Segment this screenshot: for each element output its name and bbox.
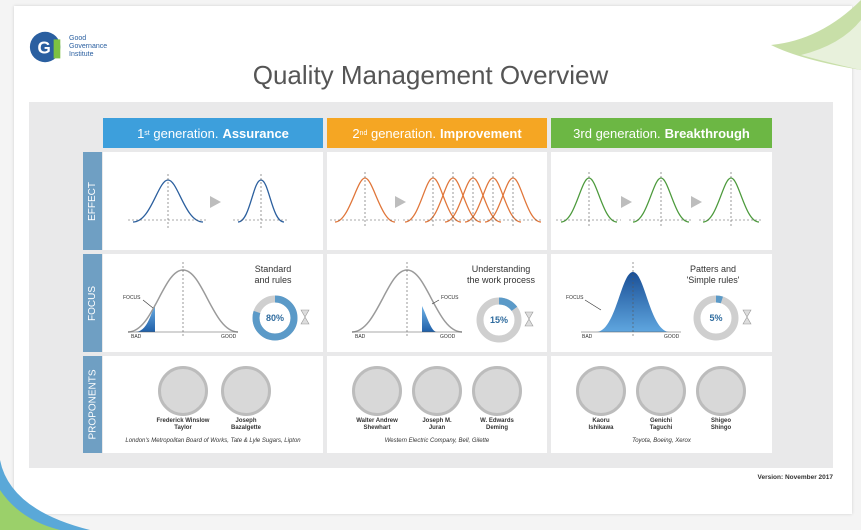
axis-focus-label: FOCUS [441,295,459,301]
person-name: Shigeo Shingo [710,418,732,431]
arrow-icon [210,196,221,208]
logo-icon: G [29,31,61,63]
header-text: generation. [595,125,661,141]
proponents-cell: Kaoru Ishikawa Genichi Taguchi Shigeo Shing… [551,356,772,453]
focus-diagram: FOCUS BAD GOOD 80% [123,262,310,341]
axis-good-label: GOOD [440,334,456,340]
person-card: Frederick Winslow Taylor [143,366,223,432]
arrow-icon [691,196,702,208]
portrait-image [221,366,271,416]
focus-description: Standard and rules [254,264,292,285]
hourglass-icon [524,311,534,327]
person-card: Kaoru Ishikawa [561,366,641,432]
axis-focus-label: FOCUS [123,295,141,301]
corner-decoration [771,0,861,70]
portrait-image [158,366,208,416]
person-name: Frederick Winslow Taylor [156,418,210,431]
axis-bad-label: BAD [355,334,366,340]
header-bold: Breakthrough [664,125,750,141]
person-card: Shigeo Shingo [681,366,761,432]
person-card: Walter Andrew Shewhart [337,366,417,432]
axis-good-label: GOOD [664,334,680,340]
header-suffix: nd [359,129,368,137]
gauge-value: 80% [266,313,284,323]
header-num: 2 [352,125,360,141]
header-bold: Assurance [222,125,289,141]
header-text: generation. [153,125,219,141]
header-text: generation. [370,125,437,141]
person-name: Joseph M. Juran [422,418,452,431]
axis-focus-label: FOCUS [566,295,584,301]
person-name: Joseph Bazalgette [230,418,261,431]
portrait-image [696,366,746,416]
hourglass-icon [742,309,752,325]
logo-text: Governance [69,43,108,50]
proponents-cell: Frederick Winslow Taylor Joseph Bazalgette… [103,356,323,453]
row-label-proponents: PROPONENTS [83,356,102,453]
person-name: Genichi Taguchi [649,418,673,431]
person-name: W. Edwards Deming [480,418,514,431]
portrait-image [636,366,686,416]
effect-diagram [556,172,763,228]
header-bold: Improvement [440,125,522,141]
axis-bad-label: BAD [582,334,593,340]
person-name: Walter Andrew Shewhart [356,418,398,431]
person-card: Joseph Bazalgette [206,366,286,432]
effect-cell [551,152,772,250]
organizations: Toyota, Boeing, Xerox [632,438,691,444]
logo-text: Institute [69,51,94,58]
version-label: Version: November 2017 [757,474,833,481]
effect-cell [327,152,547,250]
gauge: 15% [476,297,522,343]
hourglass-icon [300,309,310,325]
focus-cell: FOCUS BAD GOOD 80% Standard and rules [103,254,323,352]
effect-cell [103,152,323,250]
person-card: W. Edwards Deming [457,366,537,432]
svg-text:G: G [38,39,51,58]
header-num: 1 [137,125,145,141]
axis-bad-label: BAD [131,334,142,340]
gauge: 5% [693,295,739,341]
focus-description: Patters and 'Simple rules' [686,264,740,285]
person-card: Joseph M. Juran [397,366,477,432]
proponents-cell: Walter Andrew Shewhart Joseph M. Juran W. … [327,356,547,453]
logo: G Good Governance Institute [28,28,107,66]
corner-decoration [0,460,90,530]
row-label-focus: FOCUS [83,254,102,352]
person-card: Genichi Taguchi [621,366,701,432]
portrait-image [412,366,462,416]
effect-diagram [330,172,543,228]
portrait-image [352,366,402,416]
gauge: 80% [252,295,298,341]
focus-cell: FOCUS BAD GOOD 15% Understanding the wor… [327,254,547,352]
organizations: Western Electric Company, Bell, Gilette [384,438,490,444]
person-name: Kaoru Ishikawa [588,418,614,431]
generation-header: 3rd generation. Breakthrough [551,118,772,148]
logo-text: Good [69,35,87,42]
focus-description: Understanding the work process [466,264,536,285]
page-title: Quality Management Overview [252,60,609,90]
organizations: London's Metropolitan Board of Works, Ta… [125,438,301,444]
focus-diagram: FOCUS BAD GOOD 15% [351,262,534,343]
row-label-effect: EFFECT [83,152,102,250]
axis-good-label: GOOD [221,334,237,340]
header-num: 3rd [573,125,592,141]
gauge-value: 5% [709,313,722,323]
header-suffix: st [144,129,150,137]
effect-diagram [128,174,289,228]
gauge-value: 15% [490,315,508,325]
portrait-image [576,366,626,416]
focus-cell: FOCUS BAD GOOD 5% Patters and 'Simple ru… [551,254,772,352]
portrait-image [472,366,522,416]
arrow-icon [395,196,406,208]
arrow-icon [621,196,632,208]
focus-diagram: FOCUS BAD GOOD 5% [566,262,752,341]
